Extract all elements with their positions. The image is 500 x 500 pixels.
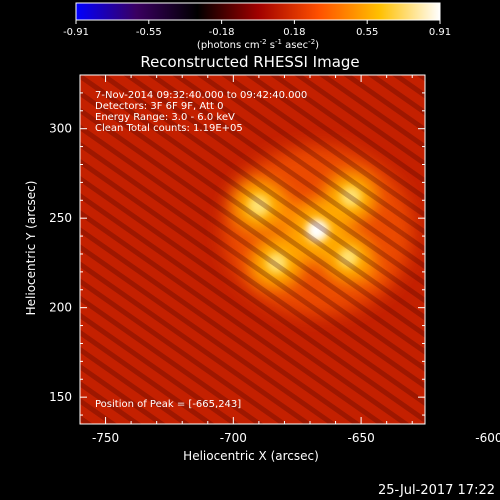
colorbar-tick-label: 0.55 xyxy=(356,27,378,38)
ripple-pattern xyxy=(80,75,425,424)
x-tick-label: -700 xyxy=(220,431,247,445)
y-axis: 150 200 250 300 xyxy=(49,74,425,416)
x-axis-label: Heliocentric X (arcsec) xyxy=(183,449,319,463)
colorbar-tick-label: -0.91 xyxy=(63,27,89,38)
x-tick-label: -750 xyxy=(92,431,119,445)
colorbar-tick-label: 0.91 xyxy=(429,27,451,38)
colorbar-units: (photons cm-2 s-1 asec-2) xyxy=(197,38,319,51)
colorbar-gradient xyxy=(75,2,441,21)
y-tick-label: 250 xyxy=(49,211,72,225)
plot-area xyxy=(80,75,425,424)
y-tick-label: 150 xyxy=(49,390,72,404)
y-axis-label: Heliocentric Y (arcsec) xyxy=(24,181,38,316)
colorbar-tick-label: 0.18 xyxy=(283,27,305,38)
annotation-line: 7-Nov-2014 09:32:40.000 to 09:42:40.000 xyxy=(95,90,307,101)
x-tick-label: -650 xyxy=(347,431,374,445)
annotation-line: Detectors: 3F 6F 9F, Att 0 xyxy=(95,101,223,112)
plot-frame xyxy=(79,74,426,425)
footer-date: 25-Jul-2017 17:22 xyxy=(378,483,495,498)
peak-position-label: Position of Peak = [-665,243] xyxy=(95,399,241,410)
y-tick-label: 300 xyxy=(49,122,72,136)
x-tick-label: -600 xyxy=(475,431,500,445)
colorbar-tick-label: -0.55 xyxy=(136,27,162,38)
colorbar-ticks: -0.91 -0.55 -0.18 0.18 0.55 0.91 xyxy=(63,20,451,38)
y-tick-label: 200 xyxy=(49,301,72,315)
annotation-line: Energy Range: 3.0 - 6.0 keV xyxy=(95,112,235,123)
x-axis: -750 -700 -650 -600 xyxy=(79,75,500,445)
annotation-line: Clean Total counts: 1.19E+05 xyxy=(95,123,243,134)
annotation-block: 7-Nov-2014 09:32:40.000 to 09:42:40.000D… xyxy=(95,90,307,134)
chart-title: Reconstructed RHESSI Image xyxy=(140,53,359,71)
colorbar: -0.91 -0.55 -0.18 0.18 0.55 0.91 (photons cm-… xyxy=(63,2,451,51)
colorbar-tick-label: -0.18 xyxy=(209,27,235,38)
